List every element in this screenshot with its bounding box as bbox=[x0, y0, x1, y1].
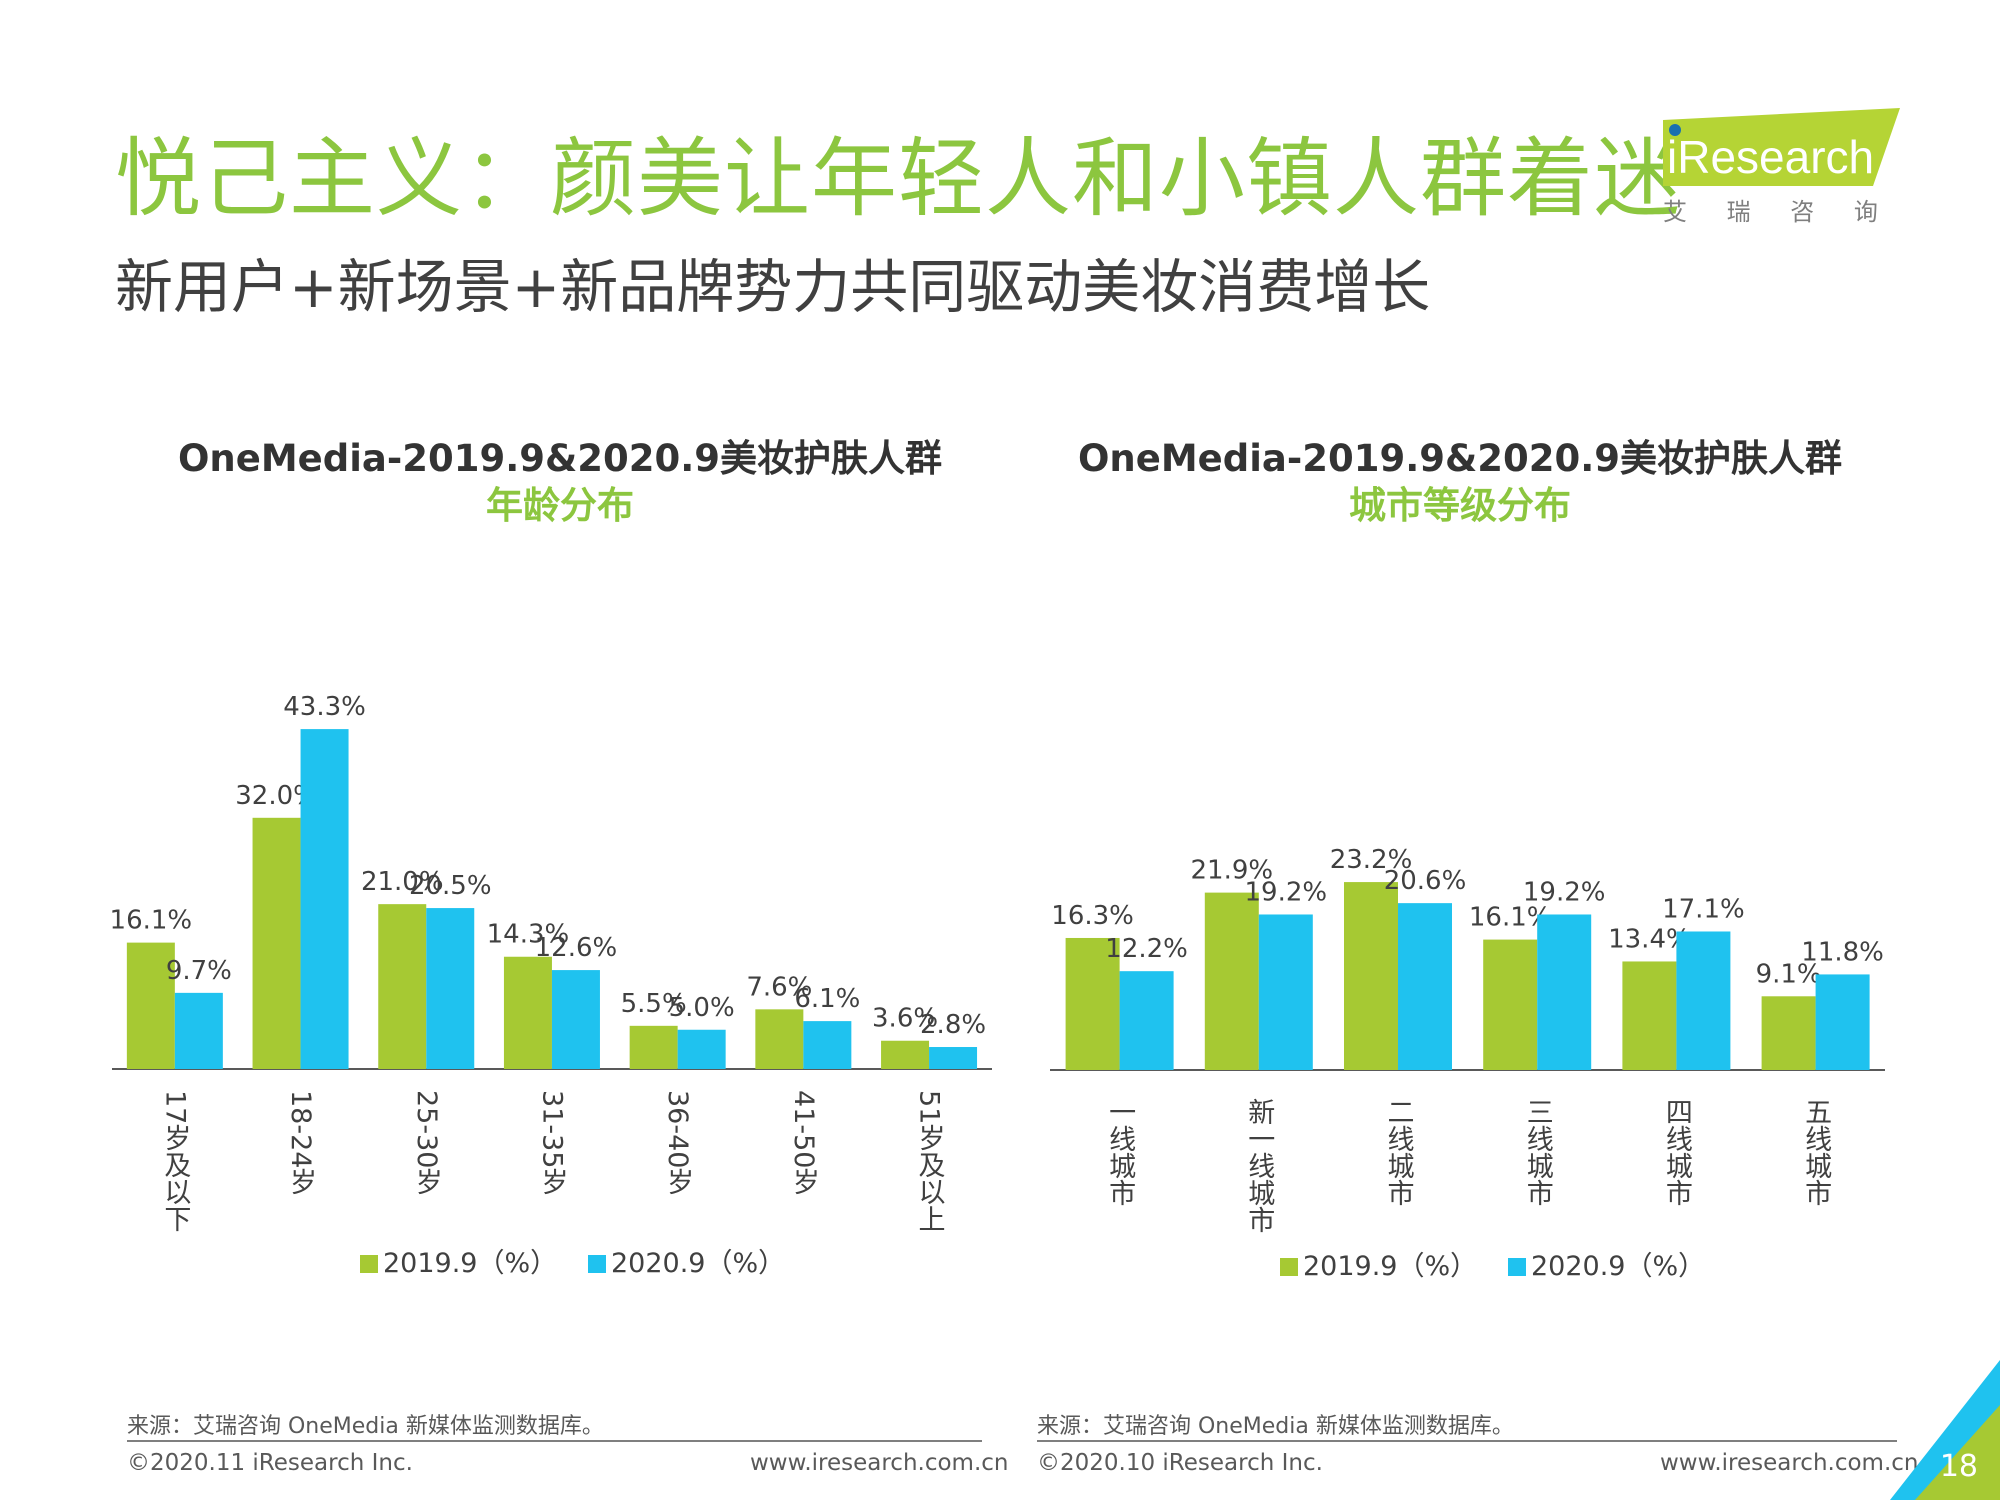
bar-blue bbox=[551, 970, 600, 1069]
data-label: 9.1% bbox=[1756, 959, 1822, 989]
data-label: 12.2% bbox=[1105, 934, 1188, 964]
category-label: 二线城市 bbox=[1383, 1098, 1414, 1206]
right-chart-subtitle: 城市等级分布 bbox=[1349, 484, 1571, 527]
left-chart-title: OneMedia-2019.9&2020.9美妆护肤人群 bbox=[177, 437, 943, 480]
bar-green bbox=[1204, 892, 1259, 1070]
right-footer-rule bbox=[1037, 1440, 1897, 1442]
bar-green bbox=[503, 956, 552, 1069]
bar-green bbox=[126, 942, 175, 1069]
bar-blue bbox=[300, 729, 349, 1069]
bar-blue bbox=[1258, 914, 1313, 1070]
legend-label: 2019.9（%） bbox=[383, 1248, 557, 1279]
data-label: 17.1% bbox=[1662, 894, 1745, 924]
legend-swatch bbox=[360, 1255, 378, 1273]
bar-green bbox=[378, 904, 427, 1069]
data-label: 14.3% bbox=[487, 920, 570, 950]
legend-swatch bbox=[588, 1255, 606, 1273]
bar-green bbox=[1344, 882, 1398, 1070]
bar-blue bbox=[426, 908, 475, 1069]
bar-green bbox=[1483, 939, 1538, 1070]
category-label: 三线城市 bbox=[1522, 1098, 1553, 1206]
data-label: 9.7% bbox=[166, 956, 232, 986]
category-label: 一线城市 bbox=[1104, 1098, 1135, 1206]
data-label: 23.2% bbox=[1330, 845, 1413, 875]
data-label: 21.9% bbox=[1190, 856, 1273, 886]
right-source-note: 来源：艾瑞咨询 OneMedia 新媒体监测数据库。 bbox=[1037, 1414, 1514, 1439]
category-label: 51岁及以上 bbox=[914, 1090, 946, 1232]
category-label: 18-24岁 bbox=[285, 1090, 316, 1195]
left-copyright: ©2020.11 iResearch Inc. bbox=[127, 1450, 413, 1476]
bar-blue bbox=[174, 992, 223, 1069]
data-label: 11.8% bbox=[1801, 937, 1884, 967]
left-source-note: 来源：艾瑞咨询 OneMedia 新媒体监测数据库。 bbox=[127, 1414, 604, 1439]
category-label: 36-40岁 bbox=[662, 1090, 693, 1195]
data-label: 43.3% bbox=[283, 692, 366, 722]
iresearch-logo: iResearch 艾 瑞 咨 询 bbox=[1663, 108, 1900, 226]
data-label: 21.0% bbox=[361, 867, 444, 897]
bar-blue bbox=[929, 1047, 978, 1069]
legend-label: 2020.9（%） bbox=[1531, 1251, 1705, 1282]
data-label: 5.5% bbox=[621, 989, 687, 1019]
legend-swatch bbox=[1280, 1258, 1298, 1276]
data-label: 5.0% bbox=[669, 993, 735, 1023]
category-label: 31-35岁 bbox=[536, 1090, 567, 1195]
data-label: 20.6% bbox=[1384, 866, 1467, 896]
left-footer-rule bbox=[127, 1440, 982, 1442]
category-label: 25-30岁 bbox=[411, 1090, 442, 1195]
right-chart-title: OneMedia-2019.9&2020.9美妆护肤人群 bbox=[1077, 437, 1843, 480]
bar-blue bbox=[1119, 971, 1174, 1070]
bar-green bbox=[629, 1025, 678, 1069]
bar-green bbox=[1065, 937, 1120, 1070]
bar-green bbox=[1622, 961, 1677, 1070]
data-label: 3.6% bbox=[872, 1004, 938, 1034]
data-label: 19.2% bbox=[1244, 877, 1327, 907]
legend-label: 2020.9（%） bbox=[611, 1248, 785, 1279]
data-label: 2.8% bbox=[920, 1010, 986, 1040]
category-label: 41-50岁 bbox=[788, 1090, 819, 1195]
data-label: 12.6% bbox=[535, 933, 618, 963]
left-website-link[interactable]: www.iresearch.com.cn bbox=[750, 1450, 1009, 1476]
page-number: 18 bbox=[1939, 1449, 1978, 1484]
bar-blue bbox=[1398, 903, 1452, 1070]
category-label: 五线城市 bbox=[1800, 1098, 1831, 1206]
bar-green bbox=[1761, 996, 1816, 1070]
data-label: 16.3% bbox=[1051, 901, 1134, 931]
svg-text:iResearch: iResearch bbox=[1667, 131, 1874, 183]
legend-swatch bbox=[1508, 1258, 1526, 1276]
category-label: 四线城市 bbox=[1661, 1098, 1692, 1206]
bar-blue bbox=[1815, 974, 1870, 1070]
bar-blue bbox=[1676, 931, 1731, 1070]
data-label: 6.1% bbox=[794, 984, 860, 1014]
page-subtitle: 新用户+新场景+新品牌势力共同驱动美妆消费增长 bbox=[115, 253, 1431, 321]
left-chart-subtitle: 年龄分布 bbox=[486, 484, 634, 527]
bar-green bbox=[755, 1009, 804, 1069]
bar-blue bbox=[677, 1029, 726, 1069]
bar-blue bbox=[1537, 914, 1592, 1070]
data-label: 20.5% bbox=[409, 871, 492, 901]
page-title: 悦己主义：颜美让年轻人和小镇人群着迷 bbox=[115, 129, 1681, 229]
data-label: 19.2% bbox=[1523, 877, 1606, 907]
data-label: 16.1% bbox=[110, 906, 193, 936]
bar-green bbox=[881, 1040, 930, 1069]
right-copyright: ©2020.10 iResearch Inc. bbox=[1037, 1450, 1323, 1476]
right-website-link[interactable]: www.iresearch.com.cn bbox=[1660, 1450, 1919, 1476]
legend-label: 2019.9（%） bbox=[1303, 1251, 1477, 1282]
bar-blue bbox=[803, 1021, 852, 1069]
category-label: 新一线城市 bbox=[1243, 1098, 1274, 1233]
corner-decoration bbox=[1890, 1360, 2000, 1500]
svg-text:艾 瑞 咨 询: 艾 瑞 咨 询 bbox=[1663, 198, 1894, 226]
data-label: 7.6% bbox=[746, 972, 812, 1002]
category-label: 17岁及以下 bbox=[159, 1090, 191, 1232]
bar-green bbox=[252, 817, 301, 1069]
